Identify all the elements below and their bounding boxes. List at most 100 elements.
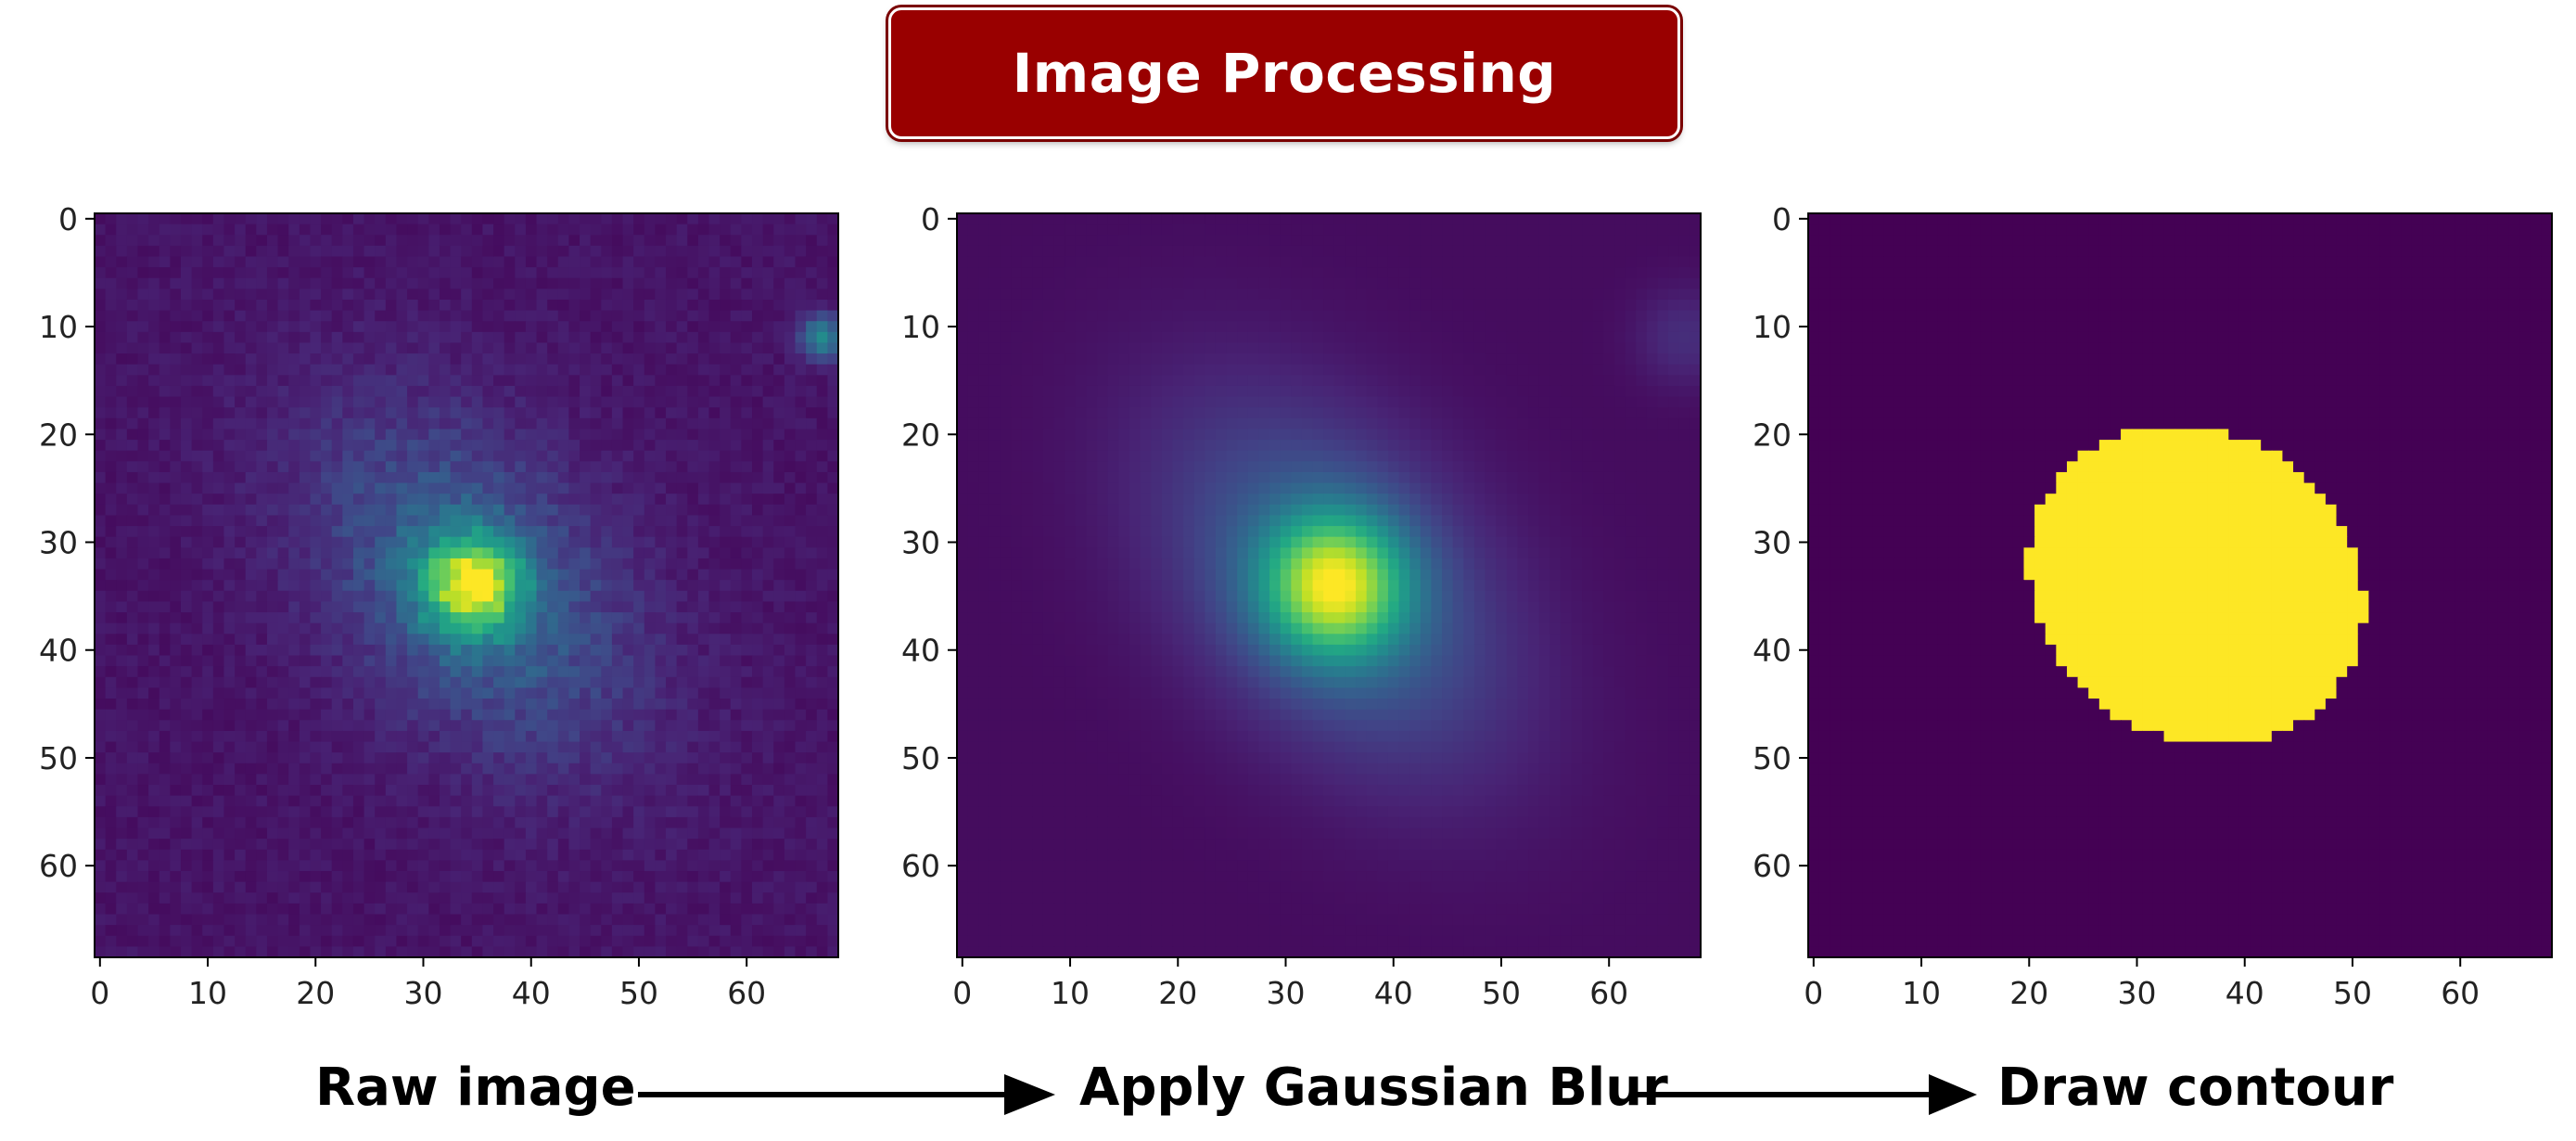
pixel xyxy=(342,687,354,699)
pixel xyxy=(580,655,592,667)
pixel xyxy=(342,720,354,732)
pixel xyxy=(655,816,667,829)
pixel xyxy=(633,267,645,279)
pixel xyxy=(450,407,462,419)
pixel xyxy=(622,601,634,613)
pixel xyxy=(568,547,580,559)
pixel xyxy=(170,310,182,322)
pixel xyxy=(407,687,419,699)
pixel xyxy=(461,827,473,840)
pixel xyxy=(299,277,312,289)
pixel xyxy=(256,730,268,743)
pixel xyxy=(644,385,656,398)
pixel xyxy=(235,903,247,916)
pixel xyxy=(471,806,484,818)
pixel xyxy=(482,450,494,462)
pixel xyxy=(396,461,408,473)
pixel xyxy=(235,504,247,517)
pixel xyxy=(137,482,149,494)
pixel xyxy=(784,288,797,301)
pixel xyxy=(266,245,279,258)
pixel xyxy=(795,785,807,797)
pixel xyxy=(116,699,128,711)
pixel xyxy=(148,267,160,279)
pixel xyxy=(137,364,149,376)
pixel xyxy=(266,687,279,699)
pixel xyxy=(137,526,149,538)
pixel xyxy=(212,385,225,398)
pixel xyxy=(116,526,128,538)
pixel xyxy=(762,440,774,452)
pixel xyxy=(471,353,484,365)
pixel xyxy=(557,471,570,484)
pixel xyxy=(547,494,559,506)
pixel xyxy=(611,622,624,635)
pixel xyxy=(450,471,462,484)
pixel xyxy=(450,839,462,851)
pixel xyxy=(666,925,678,937)
pixel xyxy=(752,471,764,484)
pixel xyxy=(159,720,171,732)
x-tick-label: 50 xyxy=(619,975,658,1011)
pixel xyxy=(752,396,764,408)
pixel xyxy=(806,925,818,937)
pixel xyxy=(644,839,656,851)
pixel xyxy=(180,580,193,592)
pixel xyxy=(95,536,107,548)
pixel xyxy=(277,342,289,354)
pixel xyxy=(493,417,505,430)
pixel xyxy=(504,601,516,613)
pixel xyxy=(806,277,818,289)
pixel xyxy=(482,634,494,646)
pixel xyxy=(655,482,667,494)
pixel xyxy=(536,741,548,753)
pixel xyxy=(277,741,289,753)
pixel xyxy=(666,407,678,419)
pixel xyxy=(504,655,516,667)
pixel xyxy=(504,666,516,678)
pixel xyxy=(170,730,182,743)
pixel xyxy=(590,504,602,517)
pixel xyxy=(708,482,721,494)
pixel xyxy=(212,536,225,548)
pixel xyxy=(352,224,365,236)
pixel xyxy=(590,580,602,592)
pixel xyxy=(666,494,678,506)
pixel xyxy=(601,375,613,387)
pixel xyxy=(310,839,322,851)
pixel xyxy=(417,741,429,753)
pixel xyxy=(773,720,785,732)
pixel xyxy=(644,558,656,570)
pixel xyxy=(321,277,333,289)
pixel xyxy=(95,245,107,258)
pixel xyxy=(1065,224,1077,236)
pixel xyxy=(720,321,732,333)
pixel xyxy=(299,256,312,268)
pixel xyxy=(126,310,139,322)
pixel xyxy=(827,816,839,829)
pixel xyxy=(1258,235,1270,247)
pixel xyxy=(762,213,774,225)
pixel xyxy=(137,288,149,301)
pixel xyxy=(525,375,538,387)
pixel xyxy=(180,321,193,333)
pixel xyxy=(202,827,214,840)
pixel xyxy=(806,440,818,452)
pixel xyxy=(266,482,279,494)
pixel xyxy=(1420,224,1433,236)
pixel xyxy=(105,580,117,592)
pixel xyxy=(795,644,807,657)
pixel xyxy=(730,407,742,419)
pixel xyxy=(310,892,322,904)
pixel xyxy=(321,288,333,301)
pixel xyxy=(1560,235,1573,247)
pixel xyxy=(191,245,203,258)
pixel xyxy=(1538,224,1550,236)
pixel xyxy=(159,342,171,354)
pixel xyxy=(116,612,128,624)
pixel xyxy=(148,881,160,893)
pixel xyxy=(385,536,398,548)
pixel xyxy=(256,331,268,344)
pixel xyxy=(277,385,289,398)
pixel xyxy=(784,267,797,279)
